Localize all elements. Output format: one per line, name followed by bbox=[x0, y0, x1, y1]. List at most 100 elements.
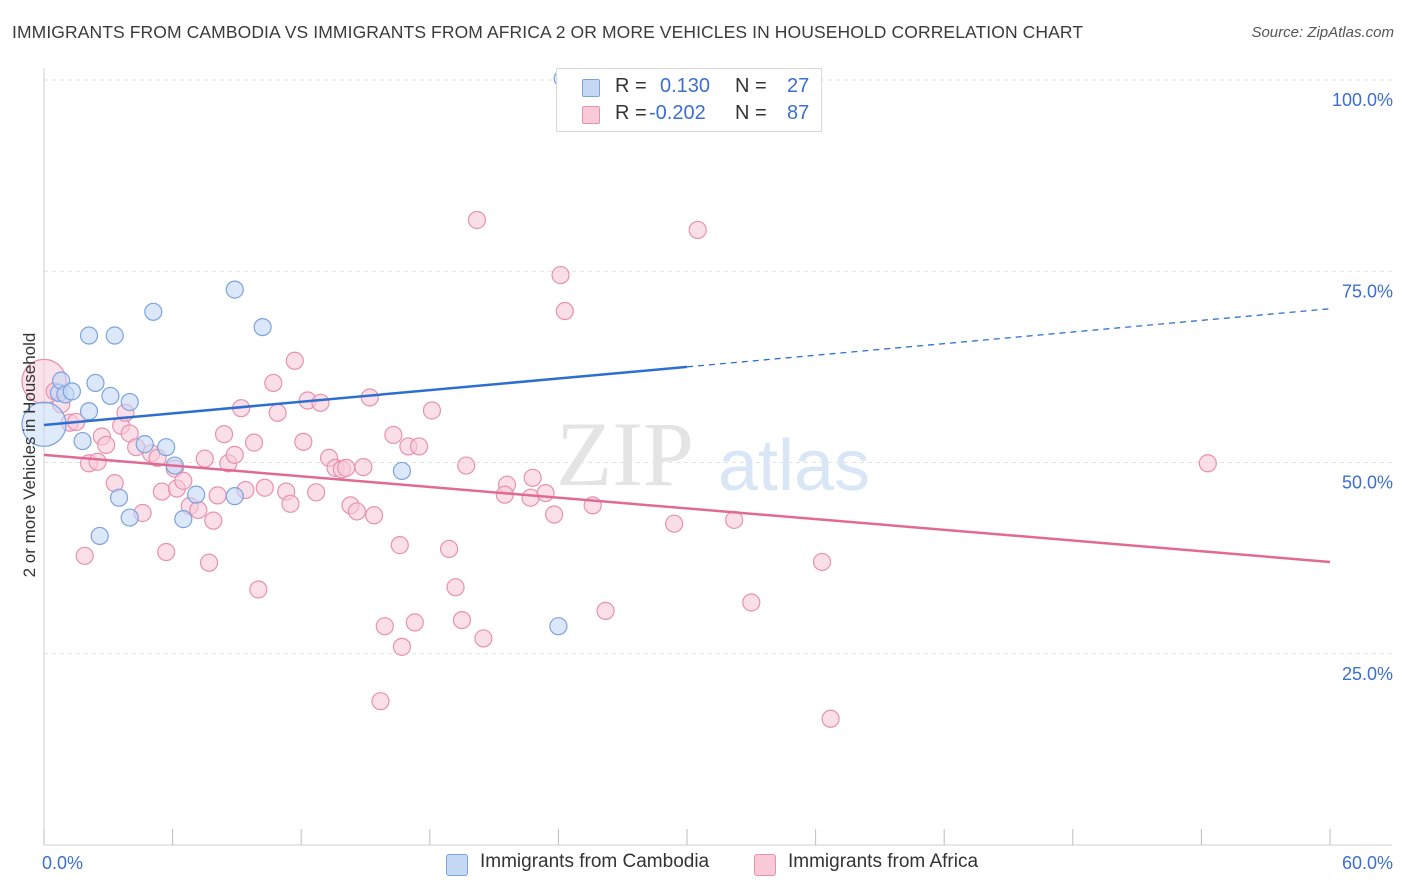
cambodia-point bbox=[144, 302, 163, 321]
africa-point bbox=[409, 437, 429, 456]
chart-source: Source: ZipAtlas.com bbox=[1251, 24, 1394, 41]
africa-point bbox=[596, 601, 615, 621]
y-tick-label: 75.0% bbox=[1342, 281, 1393, 301]
africa-point bbox=[812, 552, 832, 572]
africa-point bbox=[390, 536, 409, 555]
cambodia-point bbox=[79, 402, 99, 421]
n-label: N = bbox=[735, 102, 767, 124]
africa-point bbox=[457, 456, 476, 475]
africa-point bbox=[375, 617, 394, 636]
africa-point bbox=[264, 373, 283, 393]
n-value: 27 bbox=[787, 75, 810, 97]
legend-row-africa: R = -0.202 N = 87 bbox=[557, 100, 821, 126]
y-tick-label: 25.0% bbox=[1342, 664, 1393, 684]
africa-point bbox=[244, 433, 264, 452]
y-axis-label: 2 or more Vehicles in Household bbox=[20, 333, 39, 578]
africa-point bbox=[249, 580, 268, 599]
africa-point bbox=[523, 468, 542, 487]
watermark-atlas: atlas bbox=[718, 426, 870, 506]
africa-point bbox=[439, 539, 459, 559]
africa-point bbox=[384, 425, 403, 445]
cambodia-point bbox=[86, 373, 105, 393]
watermark-zip: ZIP bbox=[556, 403, 694, 505]
correlation-legend: R = 0.130 N = 27 R = -0.202 N = 87 bbox=[556, 68, 822, 132]
africa-point bbox=[371, 692, 390, 711]
cambodia-point bbox=[109, 488, 129, 507]
africa-point bbox=[467, 210, 487, 230]
africa-point bbox=[285, 351, 304, 370]
africa-point bbox=[189, 500, 208, 520]
watermark: ZIP atlas bbox=[556, 403, 870, 506]
africa-point bbox=[452, 610, 472, 630]
legend-label-cambodia: Immigrants from Cambodia bbox=[480, 851, 710, 872]
africa-point bbox=[405, 613, 424, 632]
cambodia-point bbox=[79, 326, 99, 345]
africa-point bbox=[88, 452, 107, 471]
cambodia-trend-extension bbox=[686, 308, 1331, 368]
africa-point bbox=[474, 629, 493, 648]
africa-point bbox=[555, 301, 574, 321]
africa-point bbox=[536, 484, 555, 503]
africa-point bbox=[157, 542, 176, 562]
chart-title: IMMIGRANTS FROM CAMBODIA VS IMMIGRANTS F… bbox=[12, 22, 1084, 42]
cambodia-point bbox=[73, 431, 92, 451]
africa-point bbox=[347, 502, 367, 521]
n-label: N = bbox=[735, 75, 767, 97]
axes bbox=[43, 68, 1392, 846]
x-tick-label: 60.0% bbox=[1342, 853, 1393, 873]
r-value: 0.130 bbox=[660, 75, 711, 97]
cambodia-point bbox=[105, 326, 124, 345]
r-label: R = bbox=[615, 75, 647, 97]
africa-point bbox=[214, 425, 234, 444]
y-tick-label: 100.0% bbox=[1332, 90, 1393, 110]
cambodia-point bbox=[120, 392, 139, 412]
africa-point bbox=[75, 546, 94, 565]
africa-point bbox=[294, 432, 313, 451]
cambodia-swatch bbox=[446, 854, 468, 876]
r-label: R = bbox=[615, 102, 647, 124]
africa-point bbox=[208, 486, 227, 505]
cambodia-point bbox=[253, 317, 272, 337]
cambodia-point bbox=[90, 526, 109, 546]
africa-point bbox=[545, 505, 564, 524]
africa-point bbox=[281, 494, 300, 513]
africa-point bbox=[337, 458, 356, 477]
africa-point bbox=[255, 478, 274, 497]
africa-point bbox=[422, 401, 442, 420]
n-value: 87 bbox=[787, 102, 810, 124]
africa-points bbox=[21, 210, 1217, 728]
africa-point bbox=[821, 709, 840, 728]
cambodia-point bbox=[187, 485, 206, 504]
cambodia-point bbox=[549, 617, 568, 636]
africa-swatch bbox=[582, 106, 600, 124]
africa-point bbox=[665, 514, 684, 533]
legend-row-cambodia: R = 0.130 N = 27 bbox=[557, 73, 821, 99]
africa-swatch bbox=[754, 854, 776, 876]
cambodia-point bbox=[120, 508, 139, 527]
africa-point bbox=[742, 593, 761, 612]
y-tick-label: 50.0% bbox=[1342, 473, 1393, 493]
africa-trend-line bbox=[43, 453, 1331, 564]
tick-labels: 25.0% 50.0% 75.0% 100.0% 0.0% 60.0% bbox=[42, 90, 1393, 873]
cambodia-point bbox=[101, 386, 120, 406]
africa-point bbox=[521, 488, 540, 507]
cambodia-point bbox=[174, 510, 193, 529]
cambodia-point bbox=[225, 487, 244, 506]
africa-point bbox=[354, 457, 373, 477]
africa-point bbox=[551, 265, 570, 285]
africa-point bbox=[97, 435, 116, 455]
africa-point bbox=[152, 482, 171, 501]
trend-lines bbox=[43, 308, 1331, 564]
x-tick-label: 0.0% bbox=[42, 853, 83, 873]
africa-point bbox=[174, 471, 193, 490]
africa-point bbox=[204, 511, 223, 530]
africa-point bbox=[446, 578, 465, 597]
cambodia-point bbox=[225, 280, 244, 299]
africa-point bbox=[688, 220, 707, 240]
cambodia-point bbox=[392, 461, 412, 481]
africa-point bbox=[268, 403, 287, 422]
africa-point bbox=[307, 483, 326, 502]
legend-label-africa: Immigrants from Africa bbox=[788, 851, 979, 872]
cambodia-point bbox=[157, 438, 176, 457]
